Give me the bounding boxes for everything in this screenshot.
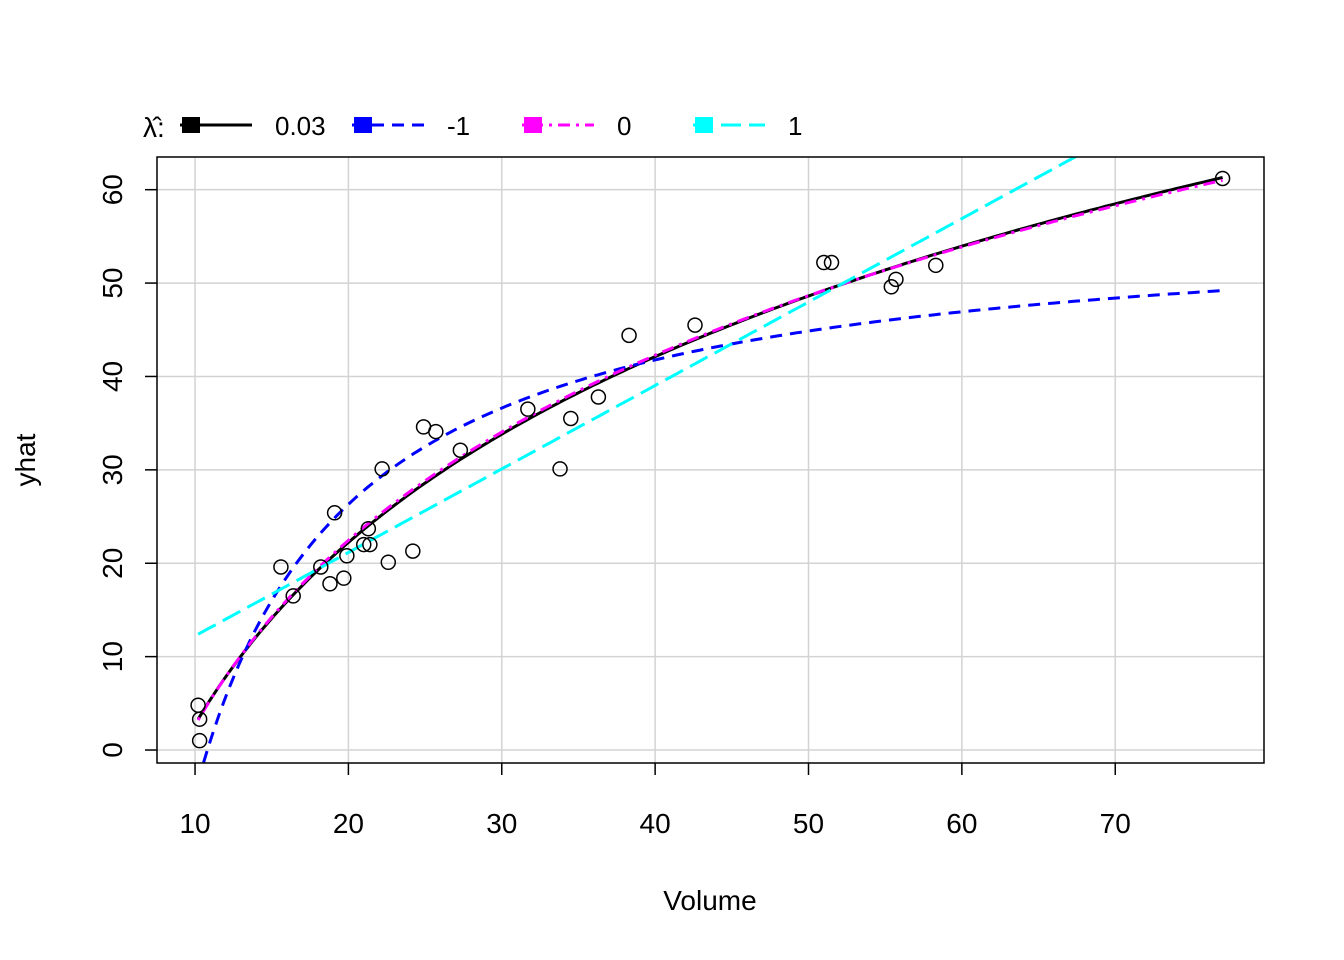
- y-tick-label: 60: [97, 174, 128, 205]
- data-point: [590, 389, 607, 405]
- data-point: [687, 317, 703, 333]
- fit-curve-lambda-1: [197, 157, 1079, 636]
- data-point: [191, 732, 208, 749]
- data-point: [405, 543, 421, 559]
- data-point: [380, 554, 397, 571]
- data-point: [428, 423, 444, 440]
- fit-curve-lambda-0.03: [196, 176, 1223, 720]
- data-point: [190, 697, 206, 713]
- data-point: [1214, 170, 1231, 187]
- legend-label: 0: [617, 111, 631, 141]
- data-point: [362, 536, 378, 553]
- legend-label: 0.03: [275, 111, 326, 141]
- legend-label: -1: [447, 111, 470, 141]
- data-point: [374, 461, 390, 477]
- y-axis-label: yhat: [10, 433, 41, 486]
- data-point: [336, 570, 352, 586]
- data-point: [816, 254, 832, 271]
- y-tick-label: 0: [97, 742, 128, 758]
- legend-title: λ̂:: [143, 112, 165, 143]
- data-point: [326, 505, 343, 521]
- data-point: [313, 559, 329, 575]
- data-point: [355, 536, 372, 553]
- data-point: [285, 588, 301, 604]
- data-point: [191, 711, 208, 727]
- data-point: [552, 461, 568, 477]
- y-tick-label: 50: [97, 267, 128, 298]
- data-point: [273, 559, 289, 575]
- y-tick-label: 10: [97, 641, 128, 672]
- x-axis-label: Volume: [663, 885, 756, 916]
- data-point: [888, 271, 904, 288]
- fit-curve-lambda--1: [201, 289, 1223, 763]
- data-point: [452, 442, 469, 458]
- data-point: [883, 279, 900, 295]
- data-point: [339, 548, 355, 564]
- x-tick-label: 30: [486, 808, 517, 839]
- x-tick-label: 10: [179, 808, 210, 839]
- x-tick-label: 20: [333, 808, 364, 839]
- x-tick-label: 70: [1100, 808, 1131, 839]
- x-tick-label: 40: [640, 808, 671, 839]
- data-point: [823, 254, 840, 271]
- data-point: [621, 327, 637, 344]
- data-point: [360, 520, 377, 537]
- plot-frame: [156, 156, 1265, 764]
- y-tick-label: 40: [97, 361, 128, 392]
- y-tick-label: 30: [97, 454, 128, 485]
- y-tick-label: 20: [97, 548, 128, 579]
- x-tick-label: 50: [793, 808, 824, 839]
- legend-label: 1: [788, 111, 802, 141]
- data-point: [563, 410, 579, 427]
- fit-curve-lambda-0: [196, 178, 1223, 721]
- x-tick-label: 60: [946, 808, 977, 839]
- data-point: [322, 576, 338, 592]
- data-point: [520, 401, 536, 417]
- data-point: [928, 257, 944, 274]
